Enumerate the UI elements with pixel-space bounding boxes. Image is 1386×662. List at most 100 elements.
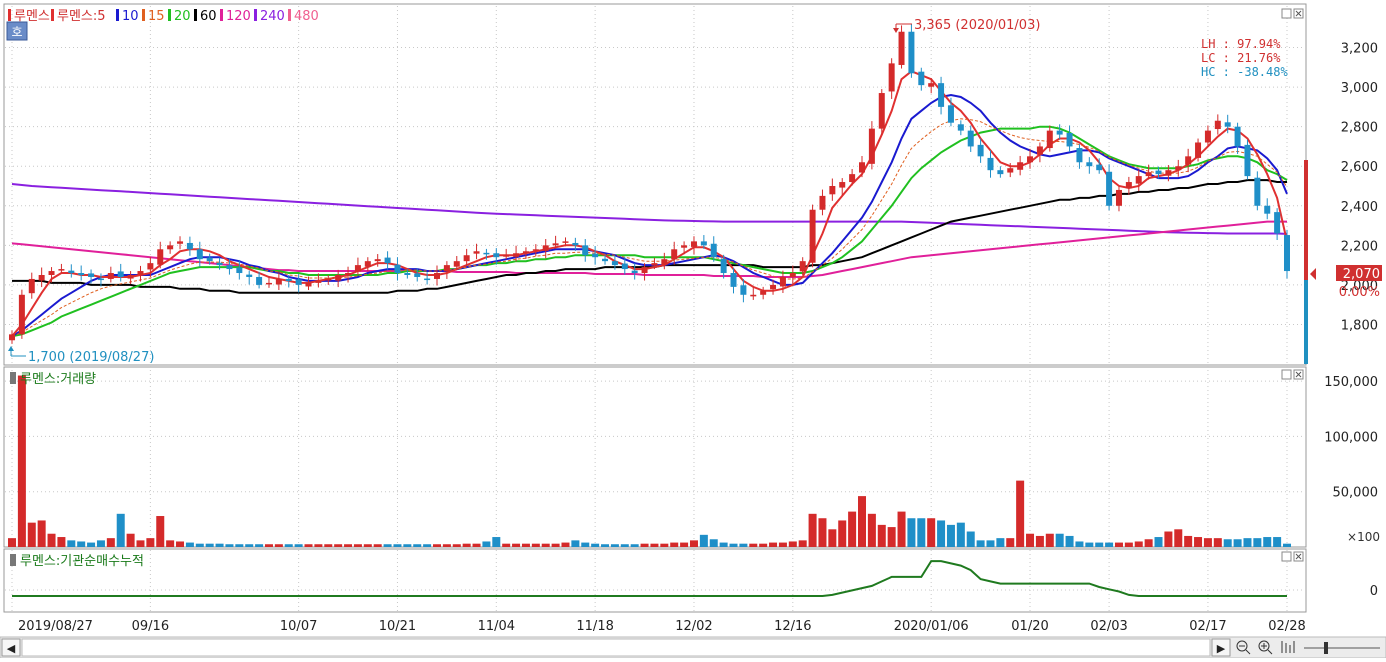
candle-body bbox=[1036, 146, 1043, 155]
bar-width-icon[interactable] bbox=[1281, 641, 1295, 653]
volume-bar bbox=[96, 540, 105, 547]
price-tick-label: 3,200 bbox=[1341, 42, 1378, 57]
volume-bar bbox=[818, 518, 827, 547]
inst-series-line bbox=[12, 560, 1287, 597]
candle-body bbox=[898, 31, 905, 65]
candle-body bbox=[404, 273, 411, 275]
candle-body bbox=[88, 273, 95, 277]
volume-bar bbox=[87, 542, 96, 547]
low-annotation: 1,700 (2019/08/27) bbox=[8, 346, 154, 365]
volume-bar bbox=[581, 542, 590, 547]
volume-bar bbox=[1184, 535, 1193, 547]
volume-bar bbox=[798, 540, 807, 547]
scroll-right-button[interactable] bbox=[1211, 638, 1231, 657]
candle-body bbox=[1224, 122, 1231, 127]
volume-bar bbox=[1194, 537, 1203, 547]
candle-body bbox=[1234, 126, 1241, 147]
scroll-left-arrow-icon: ◀ bbox=[7, 642, 16, 655]
inst-tick-label: 0 bbox=[1370, 584, 1378, 599]
date-tick-label: 11/04 bbox=[478, 619, 515, 634]
volume-bar bbox=[1223, 539, 1232, 547]
x-axis-labels: 2019/08/27 09/16 10/07 10/21 11/04 11/18 12/02… bbox=[18, 619, 1306, 634]
candle-body bbox=[394, 264, 401, 274]
stat-lc: LC : 21.76% bbox=[1201, 51, 1281, 65]
volume-bar bbox=[185, 542, 194, 547]
volume-bar bbox=[27, 522, 36, 547]
volume-bar bbox=[788, 541, 797, 547]
candle-body bbox=[878, 93, 885, 129]
volume-bar bbox=[324, 544, 333, 547]
candle-body bbox=[1274, 212, 1281, 234]
high-annotation: 3,365 (2020/01/03) bbox=[893, 18, 1040, 33]
candle-body bbox=[305, 282, 312, 287]
volume-bar bbox=[1095, 542, 1104, 547]
candle-body bbox=[1135, 176, 1142, 184]
volume-bar bbox=[689, 540, 698, 547]
volume-panel-buttons[interactable] bbox=[1281, 369, 1304, 380]
candle-body bbox=[463, 255, 470, 262]
volume-bar bbox=[255, 544, 264, 547]
high-label: 3,365 (2020/01/03) bbox=[914, 18, 1040, 33]
legend-swatch bbox=[8, 9, 11, 21]
candle-body bbox=[522, 251, 529, 254]
candle-body bbox=[137, 271, 144, 275]
candle-body bbox=[493, 253, 500, 258]
candle-body bbox=[760, 290, 767, 295]
volume-bar bbox=[264, 544, 273, 547]
volume-bar bbox=[1134, 541, 1143, 547]
price-tick-label: 3,000 bbox=[1341, 81, 1378, 96]
candle-body bbox=[690, 241, 697, 247]
candle-body bbox=[868, 128, 875, 164]
candle-body bbox=[315, 280, 322, 283]
volume-bar bbox=[284, 544, 293, 547]
candle-body bbox=[1185, 156, 1192, 165]
candle-body bbox=[1086, 162, 1093, 167]
hoga-icon[interactable] bbox=[6, 21, 28, 41]
legend-swatch bbox=[254, 9, 257, 21]
legend-label: 240 bbox=[260, 9, 285, 24]
volume-bar bbox=[57, 537, 66, 547]
candle-body bbox=[750, 294, 757, 297]
volume-bar bbox=[561, 542, 570, 547]
volume-bar bbox=[1026, 533, 1035, 547]
volume-bar bbox=[433, 544, 441, 547]
candle-body bbox=[1145, 172, 1152, 177]
legend-label: 20 bbox=[174, 9, 191, 24]
candle-body bbox=[275, 278, 282, 285]
candle-body bbox=[809, 209, 816, 263]
legend-label: 60 bbox=[200, 9, 217, 24]
candle-body bbox=[186, 242, 193, 250]
zoom-slider[interactable] bbox=[1304, 642, 1380, 654]
volume-bar bbox=[630, 544, 639, 547]
candle-body bbox=[819, 195, 826, 210]
volume-bar bbox=[1283, 543, 1291, 547]
candle-body bbox=[354, 265, 361, 272]
candlesticks bbox=[9, 24, 1290, 344]
candle-body bbox=[542, 245, 549, 251]
scroll-left-button[interactable] bbox=[1, 638, 21, 657]
volume-bar bbox=[156, 516, 165, 547]
candle-body bbox=[1125, 182, 1132, 189]
volume-bar bbox=[1105, 542, 1114, 547]
volume-bar bbox=[472, 543, 481, 547]
price-badge bbox=[1336, 265, 1382, 281]
volume-unit: ×100 bbox=[1347, 530, 1380, 544]
zoom-out-icon[interactable] bbox=[1236, 640, 1251, 655]
volume-bar bbox=[591, 543, 600, 547]
volume-bar bbox=[620, 544, 629, 547]
legend-swatch bbox=[51, 9, 54, 21]
inst-panel-buttons[interactable] bbox=[1281, 551, 1304, 562]
price-panel-buttons[interactable] bbox=[1281, 8, 1304, 19]
candle-body bbox=[58, 269, 65, 271]
candle-body bbox=[987, 157, 994, 171]
volume-bar bbox=[1203, 538, 1212, 547]
candle-body bbox=[513, 253, 520, 257]
scroll-right-arrow-icon: ▶ bbox=[1217, 642, 1226, 655]
scroll-track[interactable] bbox=[21, 638, 1211, 657]
candle-body bbox=[443, 265, 450, 272]
candle-body bbox=[384, 257, 391, 264]
zoom-in-icon[interactable] bbox=[1258, 640, 1273, 655]
legend-swatch bbox=[220, 9, 223, 21]
volume-bar bbox=[334, 544, 343, 547]
candle-body bbox=[1056, 130, 1063, 135]
